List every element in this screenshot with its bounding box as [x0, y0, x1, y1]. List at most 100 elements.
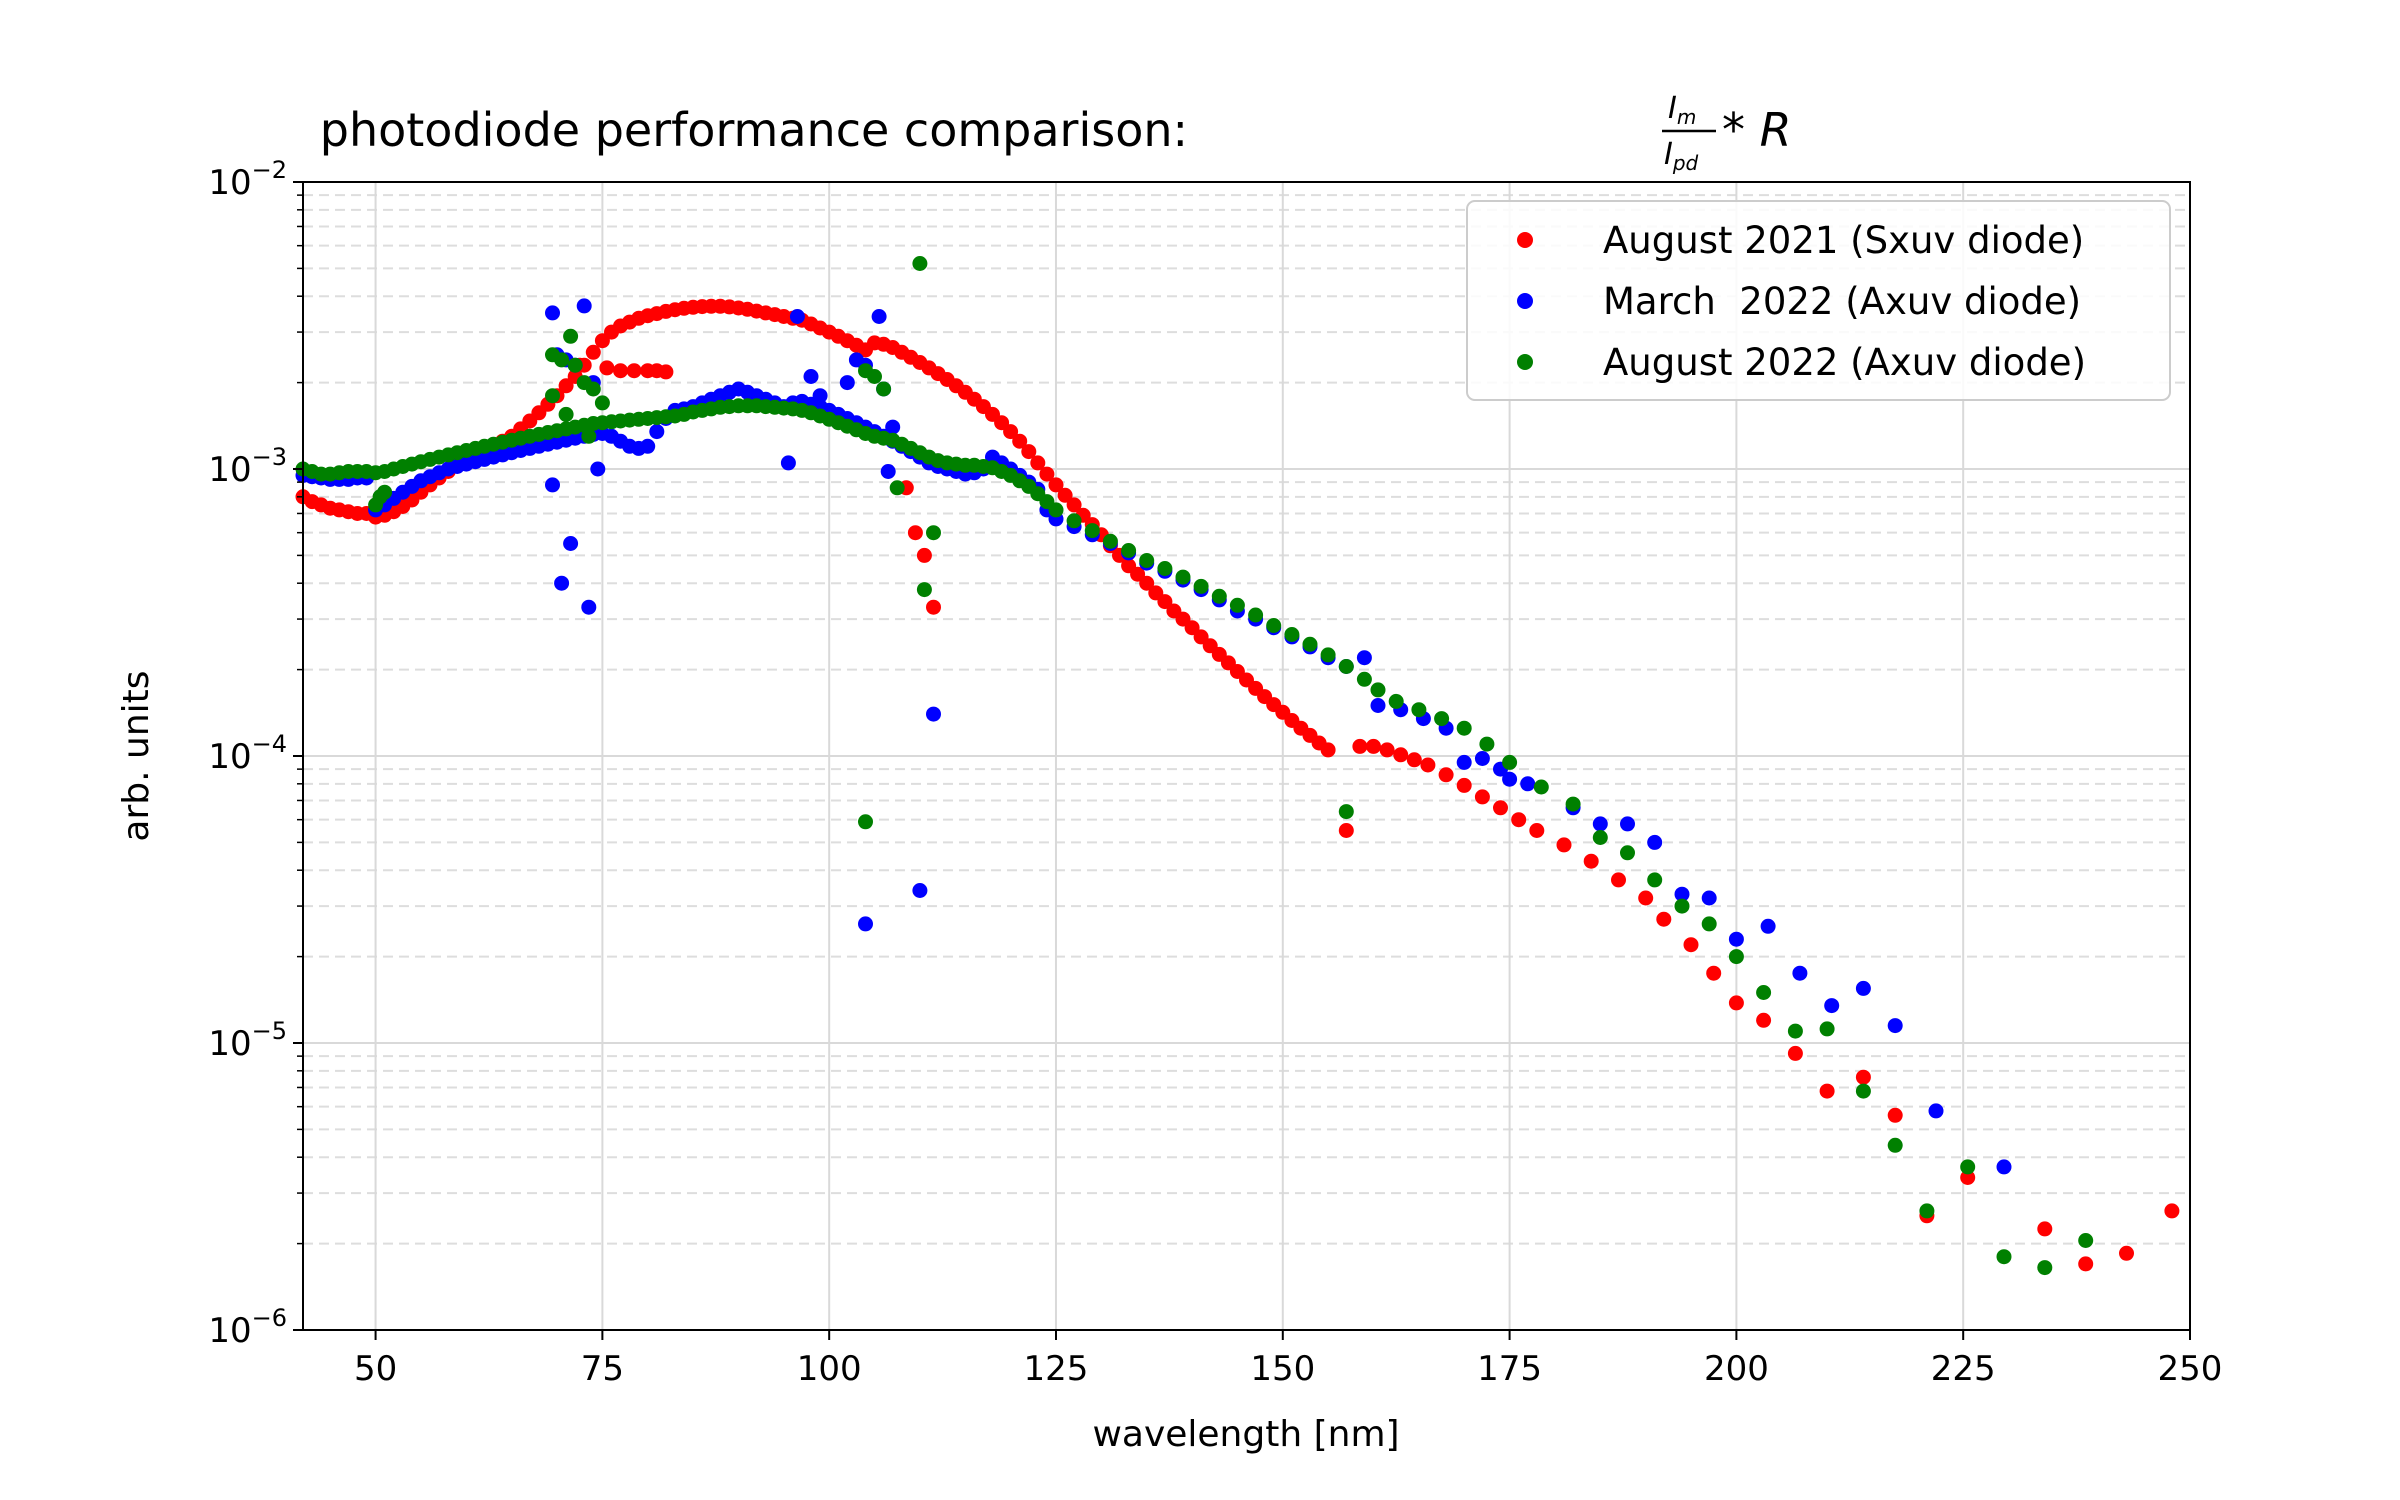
- data-point: [926, 599, 941, 615]
- data-point: [916, 582, 932, 598]
- data-point: [1411, 702, 1427, 718]
- x-tick-label: 250: [2158, 1349, 2223, 1389]
- data-point: [1787, 1045, 1803, 1061]
- data-point: [912, 883, 928, 898]
- y-tick-label: 10−6: [208, 1304, 287, 1351]
- data-point: [1438, 767, 1454, 783]
- x-tick-label: 225: [1931, 1349, 1996, 1389]
- data-point: [1919, 1203, 1935, 1219]
- data-point: [1647, 834, 1663, 850]
- data-point: [1996, 1249, 2012, 1265]
- data-point: [2164, 1203, 2180, 1219]
- chart-title-text: photodiode performance comparison:: [320, 103, 1188, 157]
- data-point: [658, 364, 674, 380]
- legend-frame: [1466, 200, 2171, 401]
- data-point: [1030, 455, 1046, 471]
- data-point: [1887, 1107, 1903, 1123]
- x-tick-label: 75: [581, 1349, 624, 1389]
- data-point: [554, 575, 570, 591]
- data-point: [907, 525, 923, 541]
- data-point: [1456, 754, 1472, 770]
- data-point: [926, 706, 941, 722]
- data-point: [1511, 812, 1527, 828]
- data-series: [295, 256, 2180, 1276]
- data-point: [567, 357, 583, 373]
- data-point: [803, 369, 819, 384]
- legend-label: August 2021 (Sxuv diode): [1603, 219, 2084, 262]
- data-point: [889, 480, 905, 496]
- data-point: [812, 388, 828, 404]
- data-point: [581, 428, 597, 444]
- data-point: [2078, 1256, 2094, 1272]
- data-point: [594, 395, 610, 411]
- data-point: [780, 455, 796, 471]
- data-point: [1611, 872, 1626, 888]
- data-point: [1493, 800, 1508, 816]
- legend-item-1: August 2021 (Sxuv diode): [1517, 219, 2084, 262]
- data-point: [2037, 1260, 2053, 1276]
- legend-item-3: August 2022 (Axuv diode): [1517, 341, 2086, 384]
- chart-title: photodiode performance comparison: Im Ip…: [320, 91, 1792, 175]
- y-tick-label: 10−4: [208, 730, 287, 777]
- data-point: [1456, 777, 1472, 793]
- data-point: [1960, 1170, 1976, 1185]
- data-point: [1121, 543, 1137, 558]
- data-point: [839, 375, 855, 391]
- data-point: [1352, 738, 1368, 754]
- data-point: [789, 309, 805, 324]
- data-point: [1139, 553, 1155, 568]
- y-tick-label: 10−2: [208, 156, 287, 203]
- data-point: [1393, 747, 1409, 763]
- data-point: [558, 378, 574, 394]
- y-axis-label: arb. units: [116, 670, 157, 841]
- data-point: [1756, 1012, 1772, 1028]
- data-point: [876, 381, 892, 397]
- x-axis-label: wavelength [nm]: [1092, 1414, 1399, 1455]
- data-point: [1855, 1069, 1871, 1085]
- data-point: [1592, 830, 1608, 845]
- y-tick-label: 10−5: [208, 1017, 287, 1064]
- x-tick-label: 125: [1024, 1349, 1089, 1389]
- data-point: [1338, 659, 1354, 674]
- data-point: [1370, 698, 1386, 713]
- data-point: [1175, 569, 1191, 585]
- y-tick-label: 10−3: [208, 443, 287, 490]
- data-point: [1338, 804, 1354, 820]
- data-point: [1674, 898, 1690, 914]
- data-point: [1728, 949, 1744, 965]
- data-point: [1320, 647, 1336, 663]
- data-point: [1039, 466, 1055, 482]
- data-point: [1320, 742, 1336, 758]
- data-point: [1928, 1103, 1944, 1119]
- data-point: [1855, 980, 1871, 996]
- x-tick-label: 100: [797, 1349, 862, 1389]
- data-point: [581, 599, 597, 615]
- data-point: [649, 424, 665, 440]
- data-point: [871, 309, 887, 324]
- data-point: [1728, 995, 1744, 1011]
- data-point: [1057, 487, 1073, 503]
- legend-item-2: March 2022 (Axuv diode): [1517, 280, 2081, 323]
- data-point: [1284, 627, 1300, 642]
- x-tick-label: 175: [1477, 1349, 1542, 1389]
- title-suffix: * R: [1722, 103, 1792, 157]
- data-point: [585, 344, 601, 360]
- data-point: [1084, 523, 1100, 539]
- data-point: [1792, 965, 1808, 981]
- data-point: [377, 484, 393, 500]
- data-point: [576, 298, 592, 314]
- data-point: [1157, 594, 1173, 610]
- data-point: [1388, 693, 1404, 709]
- data-point: [1184, 620, 1200, 636]
- data-point: [554, 352, 570, 368]
- data-point: [1003, 424, 1019, 440]
- data-point: [1701, 890, 1717, 906]
- data-point: [1855, 1083, 1871, 1099]
- data-point: [1474, 751, 1490, 766]
- series-1: [295, 298, 2180, 1272]
- data-point: [1683, 937, 1699, 953]
- data-point: [1048, 477, 1064, 493]
- data-point: [1996, 1159, 2012, 1175]
- data-point: [1706, 965, 1722, 981]
- data-point: [1406, 752, 1422, 768]
